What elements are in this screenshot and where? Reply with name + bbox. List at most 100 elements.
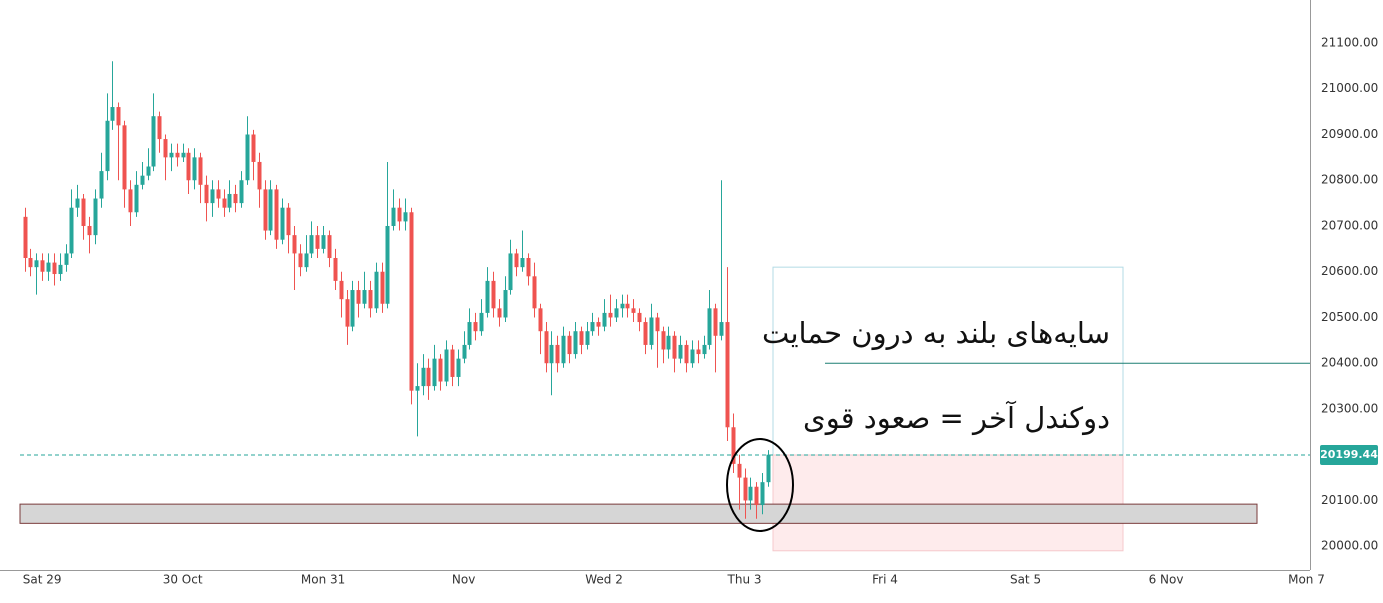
candle-body — [731, 427, 736, 464]
candle-body — [526, 258, 531, 277]
annotation: دوکندل آخر = صعود قوی — [803, 400, 1110, 435]
candle-body — [105, 120, 110, 172]
candle-body — [743, 477, 748, 501]
candle-body — [631, 308, 636, 313]
candle-body — [333, 258, 338, 281]
x-tick-label: Wed 2 — [585, 573, 623, 587]
candle-body — [567, 335, 572, 355]
candle-body — [198, 157, 203, 185]
candle-body — [186, 152, 191, 181]
y-tick-label: 20300.00 — [1321, 401, 1378, 415]
candle-body — [128, 189, 133, 213]
x-tick-label: Fri 4 — [872, 573, 898, 587]
x-tick-label: Thu 3 — [727, 573, 762, 587]
candle-body — [649, 317, 654, 345]
candle-body — [596, 322, 601, 327]
candle-body — [298, 253, 303, 268]
candle-body — [356, 290, 361, 304]
candle-body — [661, 331, 666, 350]
candle-body — [315, 235, 320, 249]
y-tick-label: 20500.00 — [1321, 310, 1378, 324]
candle-body — [403, 212, 408, 222]
candle-body — [678, 344, 683, 359]
last-price-label: 20199.44 — [1320, 448, 1378, 461]
candle-body — [23, 216, 28, 259]
x-tick-label: Sat 5 — [1010, 573, 1041, 587]
candle-body — [579, 331, 584, 345]
y-tick-label: 21000.00 — [1321, 81, 1378, 95]
candle-body — [28, 258, 33, 268]
x-tick-label: Sat 29 — [23, 573, 62, 587]
x-tick-label: 6 Nov — [1149, 573, 1184, 587]
candle-body — [192, 157, 197, 181]
candle-body — [620, 303, 625, 309]
candle-body — [432, 358, 437, 387]
candle-body — [169, 152, 174, 158]
candle-body — [748, 486, 753, 501]
candle-body — [233, 193, 238, 204]
candle-body — [222, 198, 227, 208]
candle-body — [110, 107, 115, 121]
candle-body — [719, 322, 724, 336]
candle-body — [99, 171, 104, 199]
candle-body — [34, 260, 39, 268]
y-tick-label: 20800.00 — [1321, 173, 1378, 187]
y-tick-label: 20700.00 — [1321, 218, 1378, 232]
candle-body — [713, 308, 718, 336]
candle-body — [64, 253, 69, 265]
annotation: سایه‌های بلند به درون حمایت — [762, 316, 1110, 350]
candle-body — [268, 189, 273, 231]
candle-body — [415, 386, 420, 391]
candle-body — [157, 116, 162, 140]
candle-body — [58, 264, 63, 275]
candle-body — [304, 253, 309, 268]
candle-body — [508, 253, 513, 291]
candle-body — [274, 189, 279, 240]
candle-body — [280, 207, 285, 240]
candle-body — [350, 290, 355, 327]
candle-body — [362, 290, 367, 304]
y-tick-label: 20900.00 — [1321, 127, 1378, 141]
candle-body — [450, 349, 455, 377]
candle-body — [766, 454, 771, 483]
candle-body — [438, 358, 443, 382]
candle-body — [134, 184, 139, 213]
candle-body — [181, 152, 186, 158]
candle-body — [684, 344, 689, 364]
candle-body — [666, 335, 671, 350]
candle-body — [146, 166, 151, 176]
candle-body — [643, 322, 648, 345]
candle-body — [368, 290, 373, 309]
candle-body — [456, 358, 461, 377]
x-tick-label: Mon 31 — [301, 573, 345, 587]
candle-body — [69, 207, 74, 254]
y-tick-label: 20100.00 — [1321, 493, 1378, 507]
candle-body — [602, 312, 607, 327]
candle-body — [485, 280, 490, 313]
candle-body — [503, 290, 508, 318]
candle-body — [93, 198, 98, 236]
candle-body — [87, 225, 92, 236]
candle-body — [204, 184, 209, 204]
candle-body — [549, 344, 554, 364]
candle-body — [737, 463, 742, 478]
candle-body — [321, 235, 326, 249]
candle-body — [573, 331, 578, 355]
candle-body — [696, 349, 701, 355]
candle-body — [637, 312, 642, 323]
y-tick-label: 20400.00 — [1321, 356, 1378, 370]
candle-body — [292, 235, 297, 254]
x-tick-label: Nov — [452, 573, 475, 587]
candle-body — [163, 139, 168, 158]
candle-body — [374, 271, 379, 309]
candle-body — [81, 198, 86, 226]
candle-body — [520, 258, 525, 268]
candle-body — [339, 280, 344, 300]
candle-body — [251, 134, 256, 162]
candle-body — [380, 271, 385, 304]
candle-body — [245, 134, 250, 181]
y-tick-label: 20600.00 — [1321, 264, 1378, 278]
candle-body — [491, 280, 496, 309]
